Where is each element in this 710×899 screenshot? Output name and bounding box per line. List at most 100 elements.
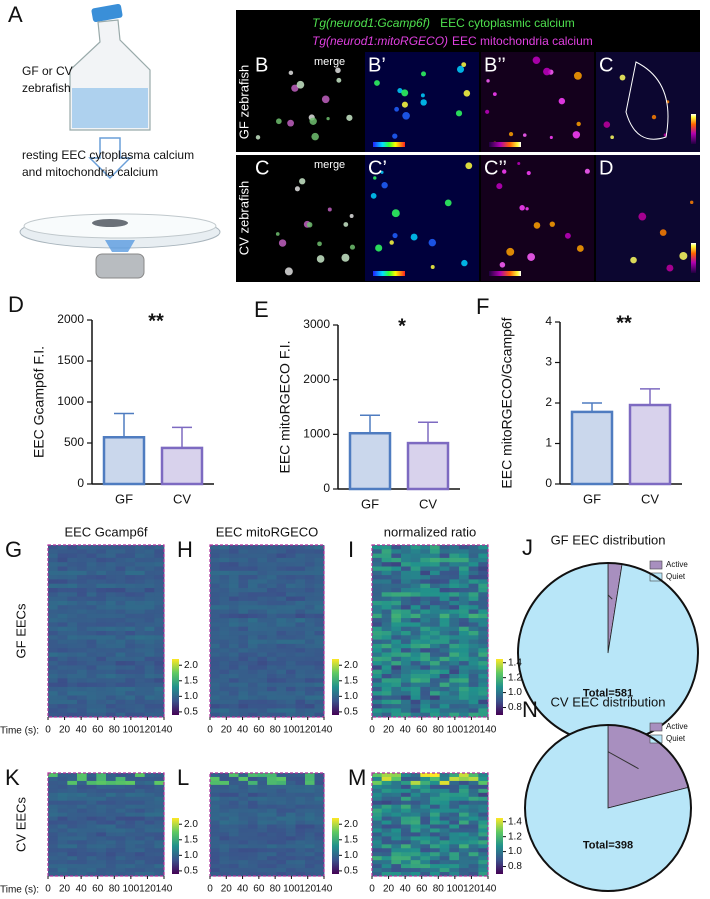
y-tick-label: 3 [545,355,552,369]
heatmap-cell [295,872,306,877]
heatmap-cell [210,652,220,658]
colorbar-tick-label: 0.5 [344,866,358,877]
y-tick-label: 1000 [303,427,330,441]
heatmap-cell [219,686,230,692]
heatmap-cell [96,832,107,837]
heatmap-cell [430,816,441,821]
heatmap-cell [77,549,88,554]
heatmap-frame [47,544,165,718]
heatmap-cell [381,691,392,696]
heatmap-cell [468,661,479,666]
heatmap-cell [478,852,489,857]
heatmap-cell [468,832,479,837]
heatmap-cell [77,691,88,696]
heatmap-cell [439,545,450,550]
schematic-text: resting EEC cytoplasma calcium [22,148,194,162]
heatmap-cell [305,812,315,817]
heatmap-cell [459,704,470,709]
heatmap-cell [238,639,249,645]
heatmap-cell [106,820,117,825]
y-tick-label: 2 [545,395,552,409]
heatmap-cell [478,872,489,877]
heatmap-cell [276,864,287,869]
heatmap-cell [478,583,489,589]
heatmap-cell [77,622,88,628]
heatmap-cell [96,631,107,636]
heatmap-cell [248,570,258,576]
heatmap-cell [478,665,489,671]
x-tick-label: 0 [369,884,375,895]
heatmap-cell [439,804,450,810]
heatmap-cell [267,695,277,701]
heatmap-cell [439,557,450,563]
heatmap-cell [430,656,441,662]
heatmap-cell [267,856,277,861]
heatmap-cell [67,860,78,865]
heatmap-cell [381,648,392,653]
colorbar-tick-label: 1.0 [508,846,522,857]
heatmap-cell [96,635,107,640]
heatmap-cell [248,812,258,817]
heatmap-cell [439,796,450,802]
cell-spot [508,132,514,137]
heatmap-cell [219,868,230,873]
heatmap-cell [286,708,296,714]
cell-spot [275,232,280,236]
heatmap-cell [106,856,117,861]
heatmap-cell [96,549,107,554]
heatmap-cell [372,792,383,798]
heatmap-cell [276,808,287,814]
panel-label: H [177,537,193,562]
heatmap-cell [106,773,117,778]
heatmap-cell [144,652,155,658]
heatmap-cell [115,868,126,873]
x-tick-label: 100 [447,884,464,895]
heatmap-cell [229,631,239,636]
heatmap-cell [478,864,489,869]
heatmap-cell [295,832,306,837]
heatmap-cell [439,678,450,683]
heatmap-cell [430,780,441,786]
heatmap-cell [430,800,441,806]
heatmap-cell [286,816,296,821]
heatmap-cell [449,609,460,615]
heatmap-cell [115,605,126,610]
heatmap-cell [144,678,155,683]
heatmap-cell [86,832,97,837]
heatmap-cell [57,708,68,714]
heatmap-cell [154,553,165,559]
heatmap-cell [67,570,78,576]
cell-spot [373,176,377,180]
heatmap-cell [86,631,97,636]
x-tick-label: 140 [156,884,173,895]
heatmap-cell [135,600,146,606]
heatmap-cell [135,613,146,619]
heatmap-cell [219,600,230,606]
heatmap-cell [305,844,315,849]
heatmap-cell [381,773,392,778]
heatmap-cell [295,588,306,593]
heatmap-cell [86,860,97,865]
heatmap-cell [267,570,277,576]
heatmap-cell [391,566,402,572]
heatmap-cell [439,562,450,567]
heatmap-cell [135,788,146,794]
heatmap-cell [238,695,249,701]
heatmap-cell [135,856,146,861]
heatmap-cell [48,635,59,640]
heatmap-cell [314,695,325,701]
heatmap-cell [144,784,155,790]
heatmap-cell [96,792,107,798]
heatmap-cell [267,639,277,645]
heatmap-cell [459,796,470,802]
heatmap-cell [295,699,306,705]
heatmap-cell [468,808,479,814]
heatmap-cell [305,652,315,658]
heatmap-frame [209,544,325,718]
heatmap-cell [449,699,460,705]
heatmap-cell [305,643,315,649]
heatmap-cell [267,562,277,567]
heatmap-cell [154,796,165,802]
heatmap-cell [381,784,392,790]
heatmap-cell [372,600,383,606]
